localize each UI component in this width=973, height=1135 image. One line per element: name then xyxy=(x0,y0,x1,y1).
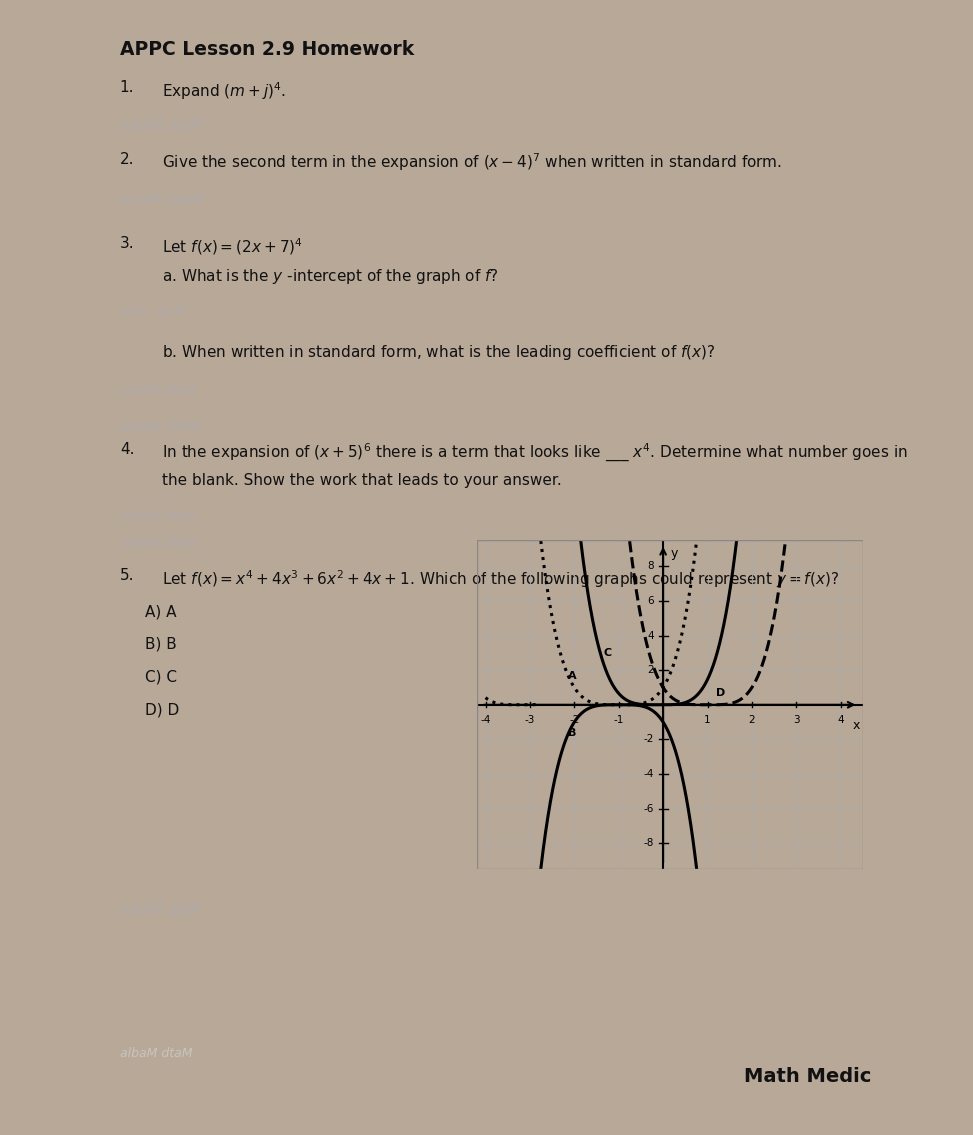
Text: APPC Lesson 2.9 Homework: APPC Lesson 2.9 Homework xyxy=(120,40,414,59)
Text: B: B xyxy=(568,728,576,738)
Text: Let $f(x) = (2x + 7)^4$: Let $f(x) = (2x + 7)^4$ xyxy=(162,236,303,257)
Text: albaM dtaM: albaM dtaM xyxy=(120,1046,193,1059)
Text: oibaM dtsM: oibaM dtsM xyxy=(120,420,199,434)
Text: B) B: B) B xyxy=(145,637,177,651)
Text: Math Medic: Math Medic xyxy=(744,1067,871,1086)
Text: 4: 4 xyxy=(838,715,844,725)
Text: b. When written in standard form, what is the leading coefficient of $f(x)$?: b. When written in standard form, what i… xyxy=(162,344,715,362)
Text: -4: -4 xyxy=(644,768,654,779)
Text: A) A: A) A xyxy=(145,604,176,619)
Text: oibsM dtsM: oibsM dtsM xyxy=(120,510,195,523)
Text: Let $f(x) = x^4 + 4x^3 + 6x^2 + 4x + 1$. Which of the following graphs could rep: Let $f(x) = x^4 + 4x^3 + 6x^2 + 4x + 1$.… xyxy=(162,568,839,589)
Text: 4: 4 xyxy=(648,631,654,640)
Text: the blank. Show the work that leads to your answer.: the blank. Show the work that leads to y… xyxy=(162,472,561,488)
Text: -2: -2 xyxy=(569,715,580,725)
Text: 6: 6 xyxy=(648,596,654,606)
Text: -2: -2 xyxy=(644,734,654,745)
Text: C: C xyxy=(603,648,612,658)
Text: 2.: 2. xyxy=(120,152,134,167)
Text: x: x xyxy=(852,718,860,732)
Text: a. What is the $y$ -intercept of the graph of $f$?: a. What is the $y$ -intercept of the gra… xyxy=(162,267,498,286)
Text: 1: 1 xyxy=(704,715,711,725)
Text: Expand $(m + j)^4$.: Expand $(m + j)^4$. xyxy=(162,81,286,102)
Text: D: D xyxy=(716,688,726,698)
Text: oibsM dtsM: oibsM dtsM xyxy=(120,118,202,133)
Text: -1: -1 xyxy=(614,715,624,725)
Text: y: y xyxy=(671,547,678,561)
Text: albs  ibsM: albs ibsM xyxy=(120,305,186,318)
Text: oibsM dJsM: oibsM dJsM xyxy=(120,902,200,917)
Text: 8: 8 xyxy=(648,562,654,571)
Text: A: A xyxy=(568,671,576,681)
Text: oibsM dtsM: oibsM dtsM xyxy=(120,384,195,397)
Text: 2: 2 xyxy=(748,715,755,725)
Text: Give the second term in the expansion of $(x - 4)^7$ when written in standard fo: Give the second term in the expansion of… xyxy=(162,152,782,174)
Text: -3: -3 xyxy=(524,715,535,725)
Text: C) C: C) C xyxy=(145,670,177,684)
Text: 5.: 5. xyxy=(120,568,134,583)
Text: 3.: 3. xyxy=(120,236,134,251)
Text: albaM dtaM: albaM dtaM xyxy=(120,537,197,550)
Text: 4.: 4. xyxy=(120,442,134,457)
Text: 2: 2 xyxy=(648,665,654,675)
Text: In the expansion of $(x + 5)^6$ there is a term that looks like ___ $x^4$. Deter: In the expansion of $(x + 5)^6$ there is… xyxy=(162,442,908,464)
Text: -4: -4 xyxy=(481,715,490,725)
Text: albsM rhtsM: albsM rhtsM xyxy=(120,193,203,208)
Text: D) D: D) D xyxy=(145,703,179,717)
Text: -6: -6 xyxy=(644,804,654,814)
Text: 1.: 1. xyxy=(120,81,134,95)
Text: -8: -8 xyxy=(644,838,654,848)
Text: 3: 3 xyxy=(793,715,800,725)
